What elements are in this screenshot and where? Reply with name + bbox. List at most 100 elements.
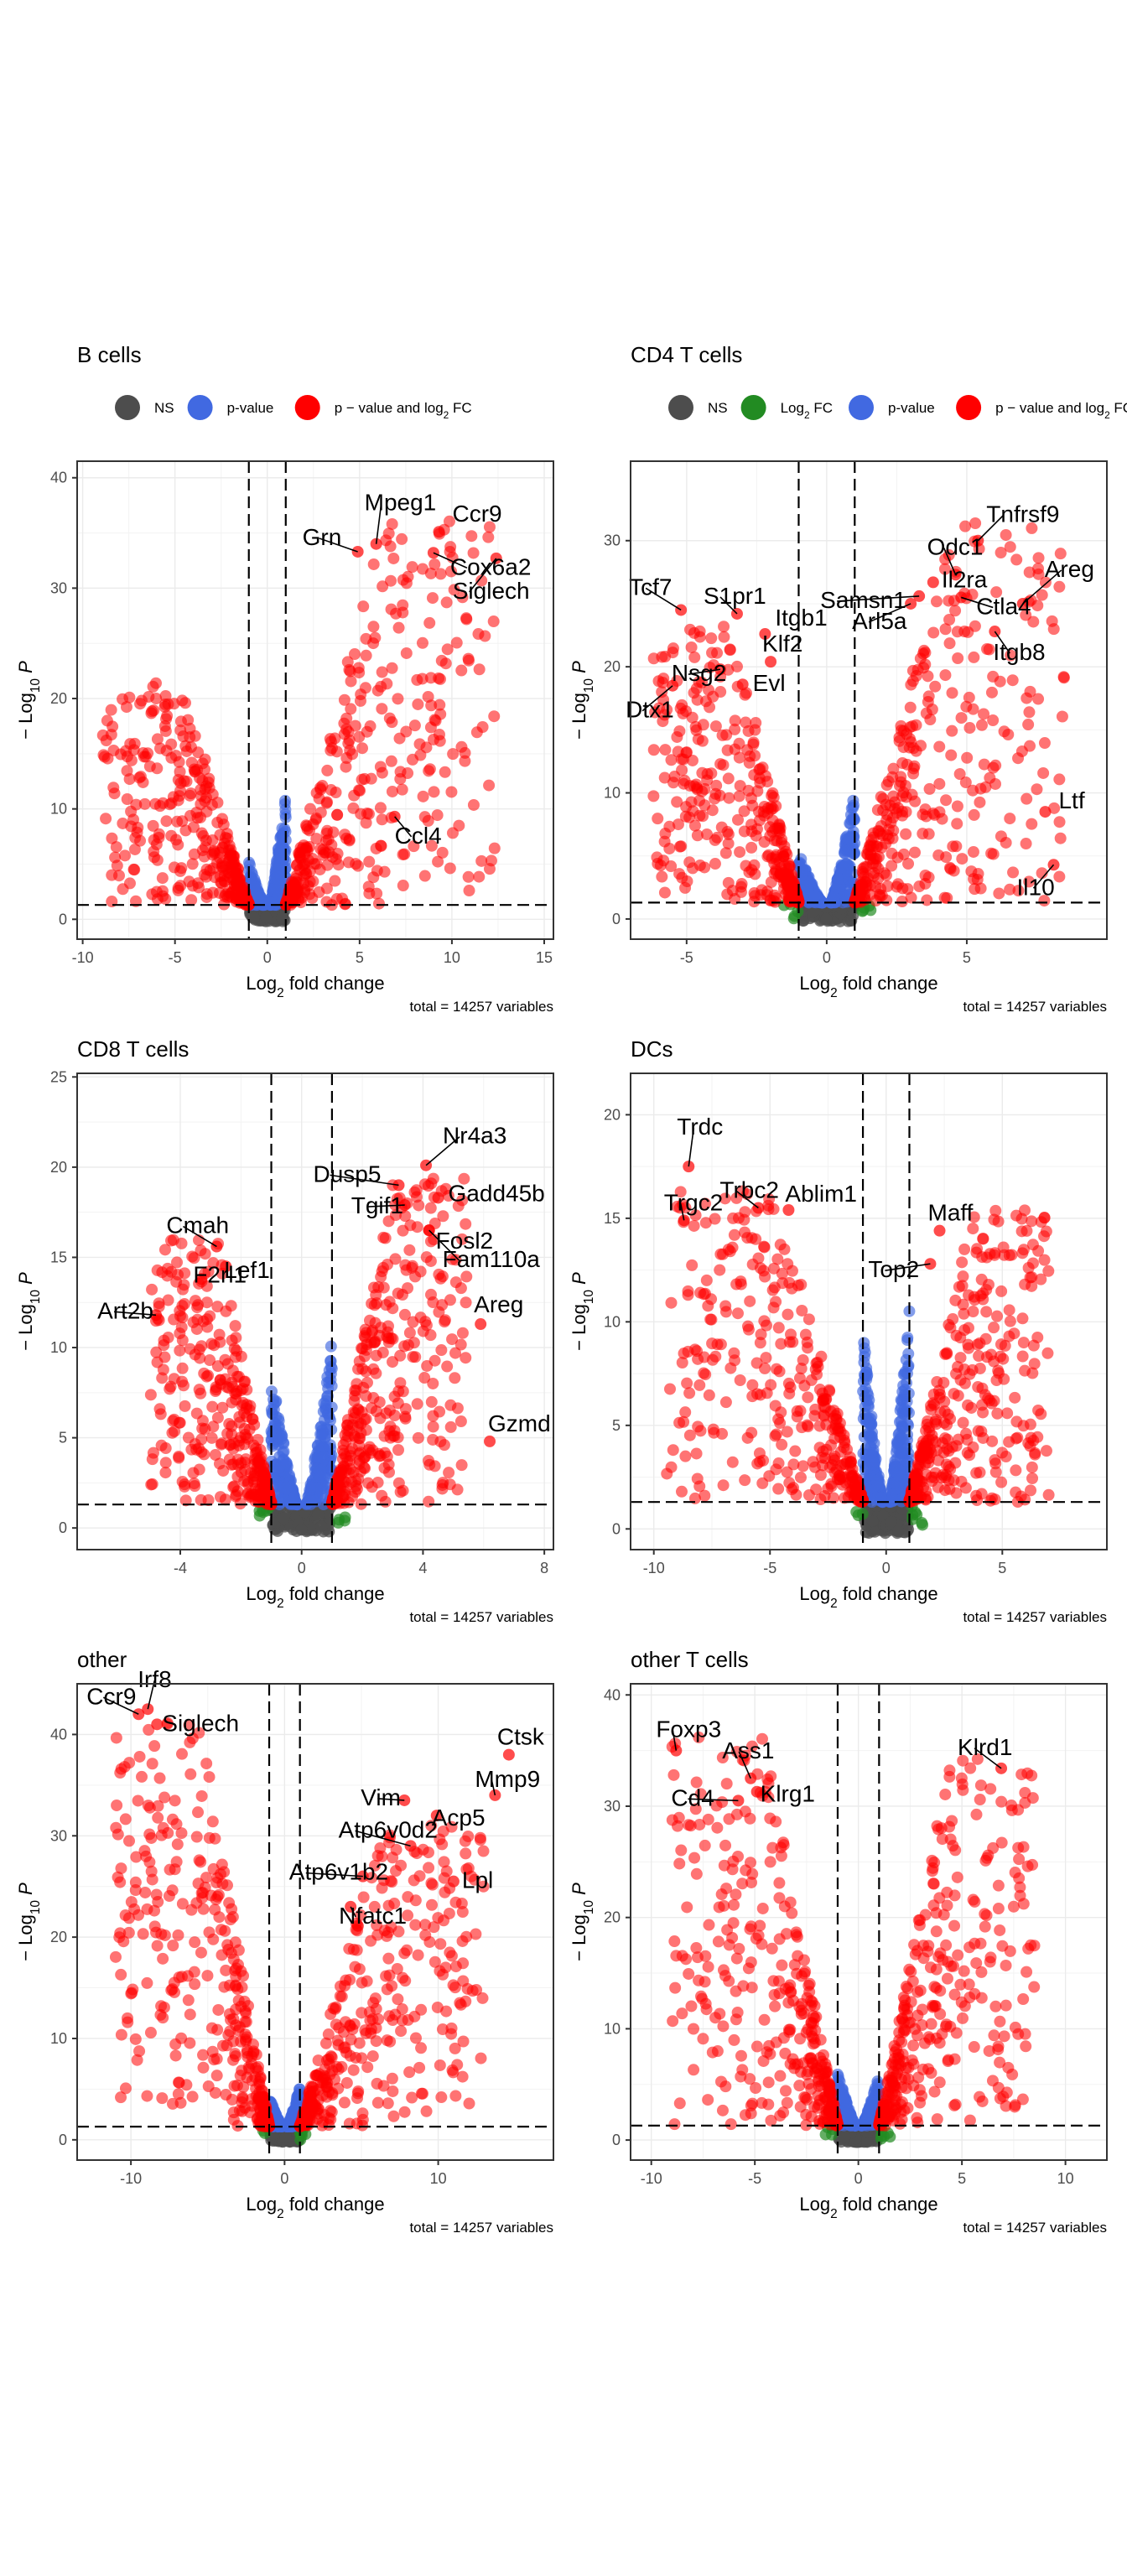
significant-point xyxy=(853,882,865,895)
significant-point xyxy=(720,729,733,741)
significant-point xyxy=(661,1467,673,1480)
significant-point xyxy=(217,818,230,831)
y-tick-label: 30 xyxy=(50,579,67,596)
significant-point xyxy=(184,809,196,822)
significant-point xyxy=(436,1270,449,1283)
significant-point xyxy=(418,1178,431,1191)
significant-point xyxy=(258,1467,271,1479)
significant-point xyxy=(137,776,149,788)
significant-point xyxy=(441,1360,454,1373)
significant-point xyxy=(1010,553,1023,566)
significant-point xyxy=(672,818,684,831)
significant-point xyxy=(974,1466,986,1478)
significant-point xyxy=(241,1488,253,1501)
caption: total = 14257 variables xyxy=(963,999,1107,1015)
significant-point xyxy=(717,759,730,771)
significant-point xyxy=(797,1460,809,1472)
x-axis-title: Log2 fold change xyxy=(246,1583,384,1611)
significant-point xyxy=(963,691,975,704)
significant-point xyxy=(692,733,704,745)
significant-point xyxy=(409,1270,422,1283)
significant-point xyxy=(108,787,121,800)
significant-point xyxy=(173,790,185,802)
significant-point xyxy=(347,802,360,814)
significant-point xyxy=(188,1478,200,1490)
significant-point xyxy=(372,897,385,910)
significant-point xyxy=(360,632,372,645)
significant-point xyxy=(685,641,698,653)
significant-point xyxy=(367,621,380,633)
significant-point xyxy=(158,1339,170,1352)
significant-point xyxy=(366,1481,378,1493)
significant-point xyxy=(908,846,921,859)
significant-point xyxy=(406,561,418,574)
label-connector xyxy=(330,1174,399,1187)
significant-point xyxy=(785,883,797,896)
significant-point xyxy=(761,1319,773,1332)
significant-point xyxy=(147,1446,159,1459)
significant-point xyxy=(691,693,704,706)
significant-point xyxy=(795,1363,808,1375)
significant-point xyxy=(995,1476,1008,1488)
significant-point xyxy=(483,521,496,533)
significant-point xyxy=(817,1394,829,1407)
significant-point xyxy=(397,1224,409,1237)
significant-point xyxy=(1038,895,1051,907)
significant-point xyxy=(321,764,334,776)
significant-point xyxy=(709,792,721,805)
significant-point xyxy=(756,761,769,774)
labelled-point xyxy=(765,656,777,668)
gene-label: Fam110a xyxy=(443,1246,541,1272)
significant-point xyxy=(144,1389,157,1401)
significant-point xyxy=(356,742,369,755)
significant-point xyxy=(195,1433,208,1446)
significant-point xyxy=(363,855,376,868)
significant-point xyxy=(186,858,199,870)
x-tick-label: 0 xyxy=(298,1560,306,1576)
significant-point xyxy=(349,1384,361,1397)
significant-point xyxy=(891,802,904,814)
significant-point xyxy=(363,887,376,900)
y-axis-title: − Log10 P xyxy=(15,661,43,740)
labelled-point xyxy=(195,1273,208,1285)
gene-label: Lef1 xyxy=(224,1257,270,1283)
significant-point xyxy=(813,1384,826,1396)
significant-point xyxy=(426,592,439,605)
significant-point xyxy=(207,1257,220,1270)
significant-point xyxy=(101,752,114,765)
significant-point xyxy=(735,886,747,898)
significant-point xyxy=(186,1250,199,1263)
significant-point xyxy=(693,1379,706,1391)
significant-point xyxy=(730,1192,743,1204)
significant-point xyxy=(810,1357,823,1369)
significant-point xyxy=(697,810,709,823)
significant-point xyxy=(226,1396,238,1409)
significant-point xyxy=(386,716,398,729)
significant-point xyxy=(1026,1461,1038,1473)
significant-point xyxy=(460,1218,472,1230)
significant-point xyxy=(176,694,189,707)
significant-point xyxy=(759,1362,771,1374)
significant-point xyxy=(385,755,397,767)
significant-point xyxy=(880,808,893,821)
gene-label: Tnfrsf9 xyxy=(986,501,1059,527)
pvalue-point xyxy=(257,896,269,909)
significant-point xyxy=(985,686,998,699)
significant-point xyxy=(174,724,187,736)
significant-point xyxy=(200,1313,213,1326)
significant-point xyxy=(969,620,981,632)
pvalue-point xyxy=(858,1431,870,1443)
pvalue-point xyxy=(318,1414,330,1426)
significant-point xyxy=(971,1338,984,1351)
significant-point xyxy=(1017,1244,1030,1256)
significant-point xyxy=(208,845,221,858)
significant-point xyxy=(967,845,979,858)
significant-point xyxy=(445,786,458,798)
label-connector xyxy=(428,1229,460,1261)
significant-point xyxy=(467,547,480,559)
significant-point xyxy=(813,1420,826,1432)
significant-point xyxy=(917,828,929,840)
significant-point xyxy=(1031,600,1044,612)
significant-point xyxy=(412,698,424,710)
pvalue-point xyxy=(892,1465,905,1478)
